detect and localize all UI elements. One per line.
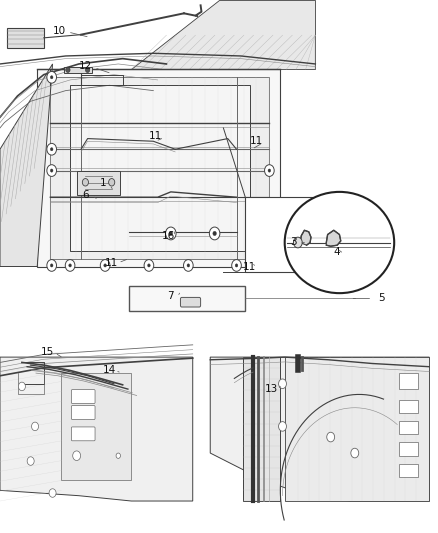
Circle shape [65, 260, 75, 271]
Polygon shape [326, 230, 341, 246]
Circle shape [213, 231, 216, 236]
Polygon shape [285, 357, 429, 501]
Text: 11: 11 [105, 258, 118, 268]
Text: 7: 7 [167, 291, 174, 301]
Circle shape [184, 260, 193, 271]
Polygon shape [50, 77, 269, 259]
Circle shape [47, 260, 57, 271]
Polygon shape [0, 357, 193, 501]
Circle shape [69, 264, 71, 267]
Circle shape [66, 67, 70, 72]
Circle shape [166, 227, 176, 240]
Polygon shape [70, 85, 250, 251]
Text: 6: 6 [82, 190, 89, 199]
Circle shape [293, 237, 302, 248]
Polygon shape [61, 373, 131, 480]
Circle shape [187, 264, 190, 267]
Polygon shape [77, 171, 120, 195]
FancyBboxPatch shape [7, 28, 44, 48]
Circle shape [27, 457, 34, 465]
Circle shape [148, 264, 150, 267]
Circle shape [265, 165, 274, 176]
Polygon shape [129, 286, 245, 311]
FancyBboxPatch shape [71, 390, 95, 403]
Circle shape [257, 264, 260, 267]
Text: 10: 10 [53, 26, 66, 36]
Circle shape [47, 143, 57, 155]
Circle shape [85, 67, 90, 72]
Circle shape [100, 260, 110, 271]
Text: 16: 16 [162, 231, 175, 240]
Text: 11: 11 [149, 131, 162, 141]
FancyBboxPatch shape [180, 297, 201, 307]
Circle shape [50, 76, 53, 79]
Ellipse shape [285, 192, 394, 293]
Circle shape [50, 264, 53, 267]
Circle shape [144, 260, 154, 271]
Text: 14: 14 [103, 366, 116, 375]
FancyBboxPatch shape [399, 400, 418, 413]
Circle shape [327, 432, 335, 442]
Text: 12: 12 [79, 61, 92, 70]
Polygon shape [300, 230, 311, 245]
Circle shape [232, 260, 241, 271]
Text: 11: 11 [250, 136, 263, 146]
Circle shape [254, 260, 263, 271]
FancyBboxPatch shape [399, 373, 418, 389]
Polygon shape [210, 357, 429, 501]
Circle shape [268, 169, 271, 172]
Circle shape [104, 264, 106, 267]
Text: 11: 11 [243, 262, 256, 271]
Circle shape [82, 179, 88, 186]
Circle shape [351, 448, 359, 458]
Text: 1: 1 [99, 178, 106, 188]
Circle shape [47, 71, 57, 83]
Circle shape [279, 379, 286, 389]
Polygon shape [37, 69, 280, 266]
Circle shape [50, 148, 53, 151]
Circle shape [50, 169, 53, 172]
Text: 15: 15 [41, 347, 54, 357]
Circle shape [12, 29, 18, 37]
FancyBboxPatch shape [71, 427, 95, 441]
FancyBboxPatch shape [399, 464, 418, 477]
Circle shape [73, 451, 81, 461]
Circle shape [279, 422, 286, 431]
Polygon shape [245, 197, 315, 272]
Text: 5: 5 [378, 294, 385, 303]
Text: 4: 4 [333, 247, 340, 256]
Circle shape [109, 179, 115, 186]
Text: 13: 13 [265, 384, 278, 394]
Circle shape [116, 453, 120, 458]
Circle shape [32, 422, 39, 431]
Circle shape [18, 382, 25, 391]
Circle shape [47, 165, 57, 176]
FancyBboxPatch shape [399, 442, 418, 456]
Polygon shape [131, 0, 315, 69]
Polygon shape [243, 357, 280, 501]
Polygon shape [0, 0, 438, 309]
Circle shape [49, 489, 56, 497]
Polygon shape [64, 67, 92, 73]
Circle shape [12, 38, 18, 46]
Text: 3: 3 [290, 237, 297, 247]
Circle shape [169, 231, 173, 236]
Polygon shape [0, 64, 53, 266]
FancyBboxPatch shape [71, 406, 95, 419]
Circle shape [209, 227, 220, 240]
Circle shape [235, 264, 238, 267]
FancyBboxPatch shape [399, 421, 418, 434]
